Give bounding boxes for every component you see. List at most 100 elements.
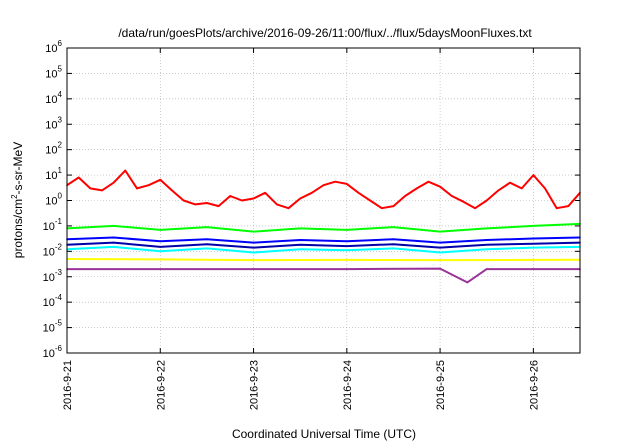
series-1-point xyxy=(182,199,185,202)
y-tick-label: 102 xyxy=(45,141,62,157)
series-6-point xyxy=(252,259,255,261)
x-tick-label: 2016-9-21 xyxy=(62,360,74,410)
y-tick-label: 10-5 xyxy=(43,319,63,335)
series-4-point xyxy=(206,238,208,240)
series-1-point xyxy=(136,187,138,190)
series-4-point xyxy=(252,241,255,244)
series-7-point xyxy=(346,268,348,270)
y-tick-exp: 0 xyxy=(58,192,63,201)
series-7-point xyxy=(532,268,535,270)
series-5-point xyxy=(485,244,488,246)
y-tick-base: 10 xyxy=(43,246,55,258)
y-tick-base: 10 xyxy=(45,170,57,182)
y-tick-base: 10 xyxy=(45,145,57,157)
y-axis-label-prefix: protons/cm xyxy=(11,199,25,258)
series-5-point xyxy=(159,246,162,248)
series-layer xyxy=(66,169,581,284)
y-tick-base: 10 xyxy=(43,297,55,309)
plot-frame xyxy=(66,47,581,354)
x-tick-label: 2016-9-22 xyxy=(155,360,167,410)
series-5-point xyxy=(252,246,255,249)
series-1-point xyxy=(89,187,92,190)
series-6-point xyxy=(532,259,535,261)
series-1-point xyxy=(287,207,290,209)
series-line-3 xyxy=(66,245,581,254)
x-ticks: 2016-9-21 2016-9-22 2016-9-23 2016-9-24 2016… xyxy=(62,48,540,410)
y-tick-exp: -3 xyxy=(55,268,63,277)
series-1-point xyxy=(217,205,220,207)
series-3-point xyxy=(532,246,535,249)
series-2-point xyxy=(392,226,395,228)
y-tick-exp: 5 xyxy=(58,64,63,73)
series-1-point xyxy=(276,203,278,206)
x-tick-label: 2016-9-23 xyxy=(249,360,261,410)
x-tick-label: 2016-9-24 xyxy=(342,360,354,410)
series-1-point xyxy=(194,203,197,206)
series-1-point xyxy=(77,176,80,179)
series-line-5 xyxy=(66,241,581,249)
series-1-point xyxy=(369,199,371,202)
series-2-point xyxy=(299,227,302,230)
y-tick-label: 100 xyxy=(45,192,62,208)
series-7-point xyxy=(485,268,488,270)
series-2-point xyxy=(485,227,488,230)
series-1-point xyxy=(322,184,325,186)
series-5-point xyxy=(112,241,115,244)
series-4-point xyxy=(346,240,348,242)
series-7-point xyxy=(466,281,469,284)
series-1-point xyxy=(334,180,337,183)
series-7-point xyxy=(252,268,255,270)
series-line-2 xyxy=(66,222,581,233)
series-line-4 xyxy=(66,236,581,244)
series-1-point xyxy=(159,179,162,181)
series-4-point xyxy=(392,238,395,240)
y-tick-exp: -4 xyxy=(55,293,63,302)
series-1-point xyxy=(241,199,243,202)
y-tick-label: 10-6 xyxy=(43,344,63,360)
series-5-point xyxy=(206,243,208,245)
series-1-point xyxy=(346,183,348,185)
series-4-point xyxy=(485,239,488,241)
y-axis-label: protons/cm2-s-sr-MeV xyxy=(10,142,25,258)
series-1-point xyxy=(147,184,150,186)
y-axis-label-sup: 2 xyxy=(10,194,19,199)
series-1-point xyxy=(451,195,453,197)
series-4-point xyxy=(439,241,441,244)
series-3-point xyxy=(206,247,208,250)
y-tick-base: 10 xyxy=(43,221,55,233)
series-5-point xyxy=(346,245,348,247)
series-4-point xyxy=(299,239,302,241)
y-tick-exp: -1 xyxy=(55,217,63,226)
y-tick-exp: -6 xyxy=(55,344,63,353)
y-tick-label: 105 xyxy=(45,64,62,80)
series-1-point xyxy=(311,192,313,194)
x-tick-label: 2016-9-26 xyxy=(528,360,540,410)
y-tick-exp: 4 xyxy=(58,90,63,99)
y-tick-exp: -5 xyxy=(55,319,63,328)
y-tick-base: 10 xyxy=(45,119,57,131)
series-3-point xyxy=(439,251,441,254)
series-6-point xyxy=(346,259,348,261)
series-6-point xyxy=(159,258,162,261)
y-tick-exp: 6 xyxy=(58,39,63,48)
y-ticks: 10-610-510-410-310-210-11001011021031041… xyxy=(43,39,580,360)
series-1-point xyxy=(112,181,115,184)
series-1-point xyxy=(555,207,558,209)
series-1-point xyxy=(101,189,103,192)
y-tick-label: 103 xyxy=(45,115,62,131)
series-1-point xyxy=(427,180,430,183)
series-3-point xyxy=(485,248,488,251)
y-tick-label: 106 xyxy=(45,39,62,55)
series-7-point xyxy=(439,267,441,270)
series-2-point xyxy=(206,226,208,228)
series-line-7 xyxy=(67,267,580,284)
series-1-point xyxy=(485,199,488,202)
x-axis-label: Coordinated Universal Time (UTC) xyxy=(232,427,416,441)
y-tick-base: 10 xyxy=(43,323,55,335)
y-tick-exp: 2 xyxy=(58,141,63,150)
series-3-point xyxy=(299,248,302,251)
series-4-point xyxy=(112,236,115,239)
series-1-point xyxy=(206,202,208,204)
series-1-point xyxy=(171,189,173,192)
